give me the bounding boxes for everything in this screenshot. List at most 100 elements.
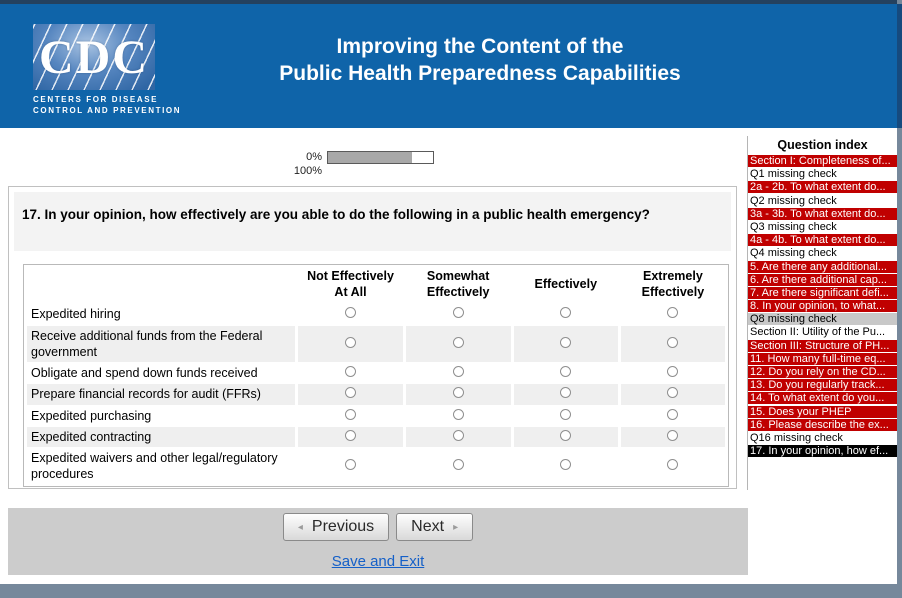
table-row: Expedited waivers and other legal/regula… xyxy=(27,448,725,485)
question-index-item-23[interactable]: 17. In your opinion, how ef... xyxy=(748,445,897,458)
table-row: Obligate and spend down funds received xyxy=(27,363,725,383)
column-header-4: Extremely Effectively xyxy=(641,269,705,299)
radio-cell xyxy=(298,304,402,324)
question-index-item-21[interactable]: 16. Please describe the ex... xyxy=(748,418,897,431)
row-label: Prepare financial records for audit (FFR… xyxy=(27,384,296,405)
radio-r6-c2[interactable] xyxy=(452,429,464,441)
question-index-item-15[interactable]: Section III: Structure of PH... xyxy=(748,339,897,352)
question-index-item-3[interactable]: 2a - 2b. To what extent do... xyxy=(748,181,897,194)
radio-cell xyxy=(620,325,725,362)
radio-r3-c3[interactable] xyxy=(560,366,572,378)
question-index-item-14[interactable]: Section II: Utility of the Pu... xyxy=(748,326,897,339)
radio-r2-c2[interactable] xyxy=(452,336,464,348)
nav-bar: ◂ Previous Next ▸ Save and Exit xyxy=(8,508,748,575)
radio-r7-c4[interactable] xyxy=(667,459,679,471)
progress-fill xyxy=(328,152,412,163)
radio-r7-c2[interactable] xyxy=(452,459,464,471)
radio-cell xyxy=(514,406,618,426)
radio-r4-c2[interactable] xyxy=(452,387,464,399)
radio-r6-c4[interactable] xyxy=(667,429,679,441)
radio-cell xyxy=(298,384,403,405)
radio-r1-c2[interactable] xyxy=(452,307,464,319)
radio-cell xyxy=(406,363,511,383)
question-index: Question index Section I: Completeness o… xyxy=(747,136,897,490)
question-index-item-10[interactable]: 6. Are there additional cap... xyxy=(748,273,897,286)
question-index-item-22[interactable]: Q16 missing check xyxy=(748,431,897,444)
app-header: CDC CENTERS FOR DISEASE CONTROL AND PREV… xyxy=(0,4,897,128)
grid-corner xyxy=(27,266,295,303)
radio-r6-c1[interactable] xyxy=(345,429,357,441)
radio-r6-c3[interactable] xyxy=(560,429,572,441)
radio-r5-c4[interactable] xyxy=(667,408,679,420)
radio-cell xyxy=(621,363,725,383)
radio-r5-c1[interactable] xyxy=(345,408,357,420)
radio-r3-c4[interactable] xyxy=(667,366,679,378)
radio-r1-c3[interactable] xyxy=(560,307,572,319)
question-index-item-16[interactable]: 11. How many full-time eq... xyxy=(748,352,897,365)
next-button[interactable]: Next ▸ xyxy=(396,513,474,541)
radio-r3-c2[interactable] xyxy=(452,366,464,378)
progress-bottom-label: 100% xyxy=(293,165,322,177)
radio-r5-c3[interactable] xyxy=(560,408,572,420)
question-panel: 17. In your opinion, how effectively are… xyxy=(8,186,737,489)
radio-r4-c4[interactable] xyxy=(667,387,679,399)
radio-r2-c1[interactable] xyxy=(345,336,357,348)
cdc-org-name: CENTERS FOR DISEASE CONTROL AND PREVENTI… xyxy=(33,95,182,115)
radio-r3-c1[interactable] xyxy=(345,366,357,378)
row-label: Expedited hiring xyxy=(31,307,121,322)
radio-r4-c3[interactable] xyxy=(560,387,572,399)
radio-cell xyxy=(514,304,618,324)
question-index-item-17[interactable]: 12. Do you rely on the CD... xyxy=(748,366,897,378)
right-frame-strip-top xyxy=(897,4,902,128)
progress-labels: 0% 100% xyxy=(240,150,322,178)
radio-cell xyxy=(513,426,618,447)
table-row: Expedited hiring xyxy=(27,304,725,324)
radio-r5-c2[interactable] xyxy=(452,408,464,420)
question-index-item-6[interactable]: Q3 missing check xyxy=(748,220,897,233)
question-index-item-18[interactable]: 13. Do you regularly track... xyxy=(748,379,897,392)
question-index-item-19[interactable]: 14. To what extent do you... xyxy=(748,392,897,405)
question-index-item-8[interactable]: Q4 missing check xyxy=(748,247,897,260)
question-index-item-9[interactable]: 5. Are there any additional... xyxy=(748,260,897,273)
question-index-item-20[interactable]: 15. Does your PHEP xyxy=(748,405,897,418)
progress-top-label: 0% xyxy=(306,151,322,163)
column-header-3: Effectively xyxy=(534,276,598,291)
progress-bar xyxy=(327,151,434,164)
radio-r7-c1[interactable] xyxy=(345,459,357,471)
question-index-item-5[interactable]: 3a - 3b. To what extent do... xyxy=(748,207,897,220)
cdc-logo: CDC xyxy=(33,24,155,90)
previous-button[interactable]: ◂ Previous xyxy=(282,513,390,541)
question-index-item-7[interactable]: 4a - 4b. To what extent do... xyxy=(748,234,897,247)
radio-r2-c4[interactable] xyxy=(667,336,679,348)
radio-r1-c4[interactable] xyxy=(667,307,679,319)
save-and-exit-link[interactable]: Save and Exit xyxy=(331,553,425,570)
radio-cell xyxy=(514,363,618,383)
question-index-item-11[interactable]: 7. Are there significant defi... xyxy=(748,286,897,299)
answer-grid: Not Effectively At All Somewhat Effective… xyxy=(23,264,729,487)
question-index-list: Section I: Completeness of... Q1 missing … xyxy=(748,155,897,458)
radio-cell xyxy=(298,363,402,383)
radio-cell xyxy=(621,304,725,324)
page-title: Improving the Content of the Public Heal… xyxy=(170,33,790,87)
radio-cell xyxy=(406,448,511,485)
radio-r2-c3[interactable] xyxy=(560,336,572,348)
radio-r1-c1[interactable] xyxy=(345,307,357,319)
radio-cell xyxy=(298,406,402,426)
page-title-line2: Public Health Preparedness Capabilities xyxy=(279,62,681,85)
cdc-logo-text: CDC xyxy=(39,30,149,84)
radio-cell xyxy=(620,426,725,447)
question-index-item-4[interactable]: Q2 missing check xyxy=(748,194,897,207)
radio-r7-c3[interactable] xyxy=(560,459,572,471)
radio-cell xyxy=(405,384,511,405)
radio-cell xyxy=(513,325,618,362)
question-index-item-2[interactable]: Q1 missing check xyxy=(748,168,897,181)
question-index-item-1[interactable]: Section I: Completeness of... xyxy=(748,155,897,167)
question-index-item-13[interactable]: Q8 missing check xyxy=(748,313,897,326)
radio-cell xyxy=(514,448,618,485)
row-label: Obligate and spend down funds received xyxy=(31,366,258,380)
question-index-item-12[interactable]: 8. In your opinion, to what... xyxy=(748,300,897,313)
radio-r4-c1[interactable] xyxy=(345,387,357,399)
table-row: Expedited purchasing xyxy=(27,406,725,426)
right-frame-strip xyxy=(897,0,902,598)
